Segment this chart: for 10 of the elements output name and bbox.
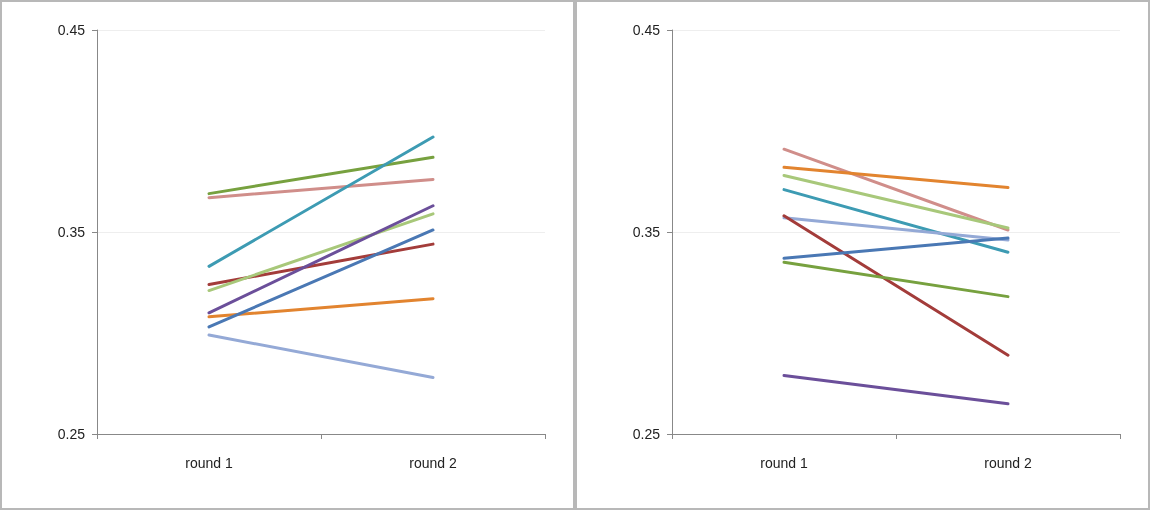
y-tick-label: 0.45	[57, 22, 86, 38]
y-tick-label: 0.25	[57, 426, 86, 442]
x-tick-label: round 2	[409, 455, 457, 471]
x-tick-label: round 2	[984, 455, 1032, 471]
x-tick-label: round 1	[185, 455, 233, 471]
y-tick-label: 0.35	[57, 224, 86, 240]
y-tick-label: 0.25	[632, 426, 661, 442]
y-tick-label: 0.45	[632, 22, 661, 38]
x-tick-label: round 1	[760, 455, 808, 471]
y-tick-label: 0.35	[632, 224, 661, 240]
